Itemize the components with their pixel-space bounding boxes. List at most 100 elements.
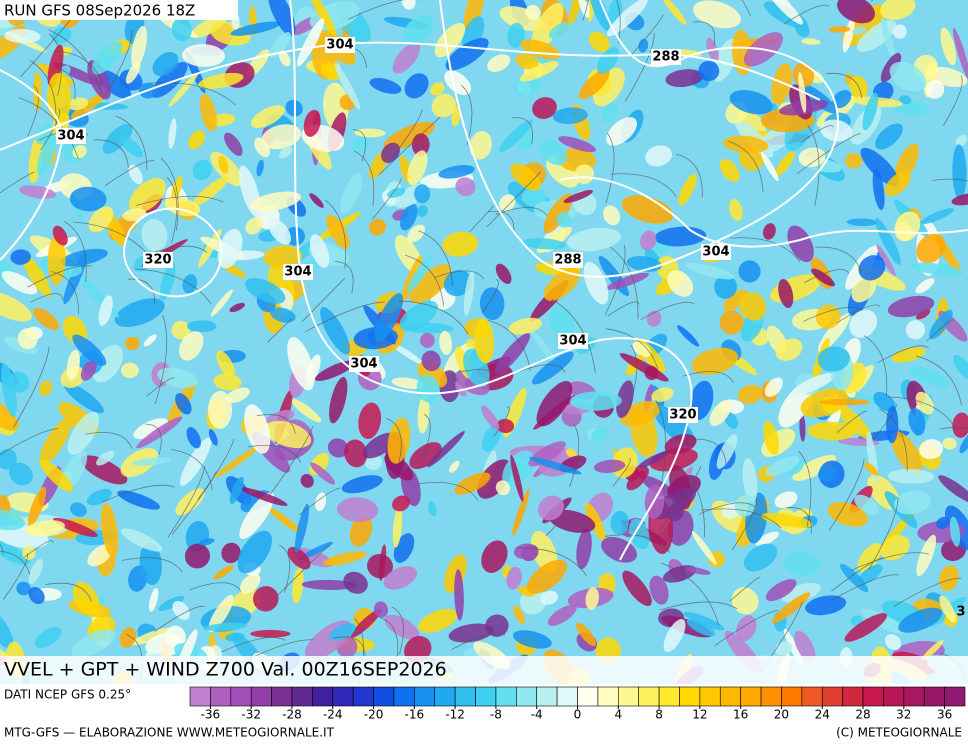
streamline (385, 418, 402, 464)
field-blob (496, 418, 515, 434)
field-blob (783, 551, 821, 576)
streamline (84, 431, 133, 449)
contour-label: 320 (669, 408, 696, 423)
field-blob (171, 320, 190, 340)
field-blob (887, 295, 935, 318)
field-blob (552, 107, 588, 125)
field-blob (588, 31, 610, 53)
field-blob (910, 262, 964, 277)
field-blob (387, 417, 411, 464)
field-blob (683, 611, 725, 631)
field-blob (120, 362, 139, 379)
colorbar-tick-label: -32 (241, 708, 261, 722)
field-blob (548, 305, 575, 338)
field-blob (506, 566, 522, 590)
streamline (932, 178, 968, 182)
field-blob (828, 26, 851, 33)
field-blob (120, 136, 144, 158)
field-blob (929, 309, 953, 340)
streamline (825, 72, 863, 99)
field-blob (0, 509, 25, 531)
field-blob (358, 402, 382, 440)
field-blob (815, 304, 841, 329)
field-blob (616, 380, 634, 419)
streamline (121, 557, 183, 573)
streamline (741, 0, 752, 17)
field-blob (781, 582, 821, 604)
field-blob (442, 231, 479, 257)
field-blob (66, 349, 80, 381)
contour (123, 207, 223, 298)
field-blob (292, 567, 304, 604)
field-blob (192, 159, 212, 181)
field-blob (886, 405, 899, 444)
field-blob (261, 124, 302, 150)
streamline (939, 426, 968, 430)
streamline (160, 157, 179, 231)
streamline (275, 544, 330, 597)
field-blob (827, 501, 868, 527)
field-blob (495, 480, 511, 496)
field-blob (583, 261, 609, 305)
streamline (511, 117, 533, 144)
field-blob (71, 629, 117, 658)
field-blob (463, 270, 475, 317)
field-blob (117, 490, 161, 510)
contour-label: 304 (326, 38, 353, 53)
field-blob (532, 351, 574, 385)
field-blob (842, 17, 855, 53)
streamline (836, 410, 868, 433)
field-blob (383, 566, 418, 590)
streamline (605, 328, 659, 370)
streamline (657, 465, 702, 533)
streamline (30, 293, 64, 303)
field-blob (198, 72, 244, 89)
field-blob (811, 268, 835, 287)
field-blob (724, 411, 738, 429)
field-blob (691, 347, 739, 375)
field-blob (362, 432, 397, 459)
streamline (154, 314, 168, 405)
streamline (626, 345, 638, 413)
field-blob (737, 384, 763, 404)
field-blob (764, 377, 783, 397)
field-blob (716, 434, 738, 469)
streamline (371, 177, 402, 220)
field-blob (139, 542, 162, 586)
field-blob (98, 295, 113, 326)
colorbar-swatch (332, 686, 354, 707)
field-blob (39, 417, 72, 465)
field-blob (128, 164, 143, 185)
colorbar: -36 -32 -28 -24 -20 -16 -12 -8 -4 0 4 8 12 16 20 24 28 32… (189, 686, 966, 722)
colorbar-tick-label: 36 (937, 708, 952, 722)
streamline (0, 550, 31, 575)
field-blob (916, 233, 946, 264)
field-blob (400, 203, 418, 231)
field-blob (329, 623, 356, 641)
field-blob (168, 118, 177, 149)
field-blob (761, 151, 779, 182)
field-blob (340, 173, 363, 214)
field-blob (719, 310, 744, 335)
streamline (24, 540, 54, 558)
field-blob (684, 262, 735, 280)
streamline (301, 277, 346, 322)
field-blob (168, 73, 199, 107)
field-blob (438, 165, 475, 179)
field-blob (136, 416, 183, 449)
field-blob (133, 418, 169, 439)
field-blob (663, 619, 686, 653)
field-blob (543, 268, 580, 301)
field-blob (651, 487, 696, 520)
streamline (450, 632, 506, 651)
streamline (127, 278, 156, 305)
field-blob (952, 412, 968, 438)
colorbar-tick-label: 28 (855, 708, 870, 722)
field-blob (778, 383, 813, 428)
streamline (256, 414, 296, 434)
streamline (461, 85, 473, 146)
field-blob (267, 506, 303, 534)
field-blob (872, 168, 885, 211)
field-blob (309, 234, 330, 268)
field-blob (309, 193, 324, 208)
